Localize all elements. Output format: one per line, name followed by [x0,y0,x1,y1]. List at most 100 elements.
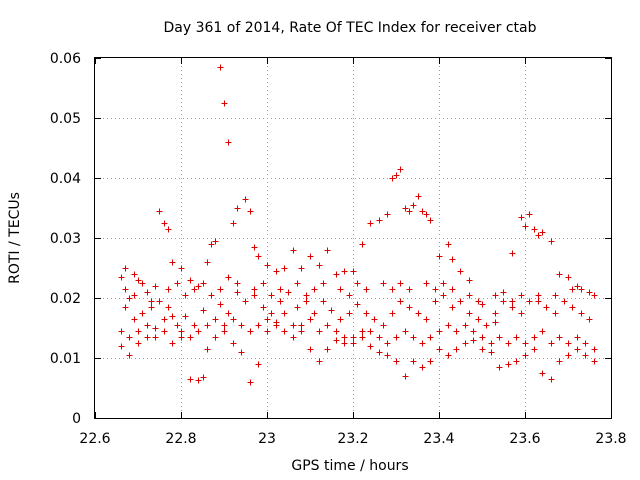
data-point [535,292,542,299]
data-point [126,334,133,341]
data-point [118,328,125,335]
data-point [298,265,305,272]
data-point [328,307,335,314]
data-point [268,292,275,299]
data-point [225,310,232,317]
data-point [591,346,598,353]
data-point [139,310,146,317]
data-point [281,328,288,335]
data-point [187,376,194,383]
data-point [397,280,404,287]
data-point [333,328,340,335]
y-axis-label: ROTI / TECUs [7,192,23,284]
data-point [277,298,284,305]
data-point [247,328,254,335]
data-point [337,316,344,323]
data-point [574,346,581,353]
data-point [389,175,396,182]
data-point [423,280,430,287]
data-point [311,286,318,293]
data-point [389,310,396,317]
data-point [393,334,400,341]
data-point [191,286,198,293]
data-point [200,307,207,314]
data-points [118,64,598,386]
data-point [187,277,194,284]
data-point [255,361,262,368]
data-point [251,286,258,293]
data-point [496,364,503,371]
data-point [586,289,593,296]
data-point [290,322,297,329]
data-point [234,280,241,287]
data-point [552,310,559,317]
data-point [565,352,572,359]
data-point [131,271,138,278]
x-tick-label: 23.4 [423,431,454,447]
data-point [354,280,361,287]
data-point [432,286,439,293]
data-point [359,241,366,248]
data-point [161,220,168,227]
data-point [556,271,563,278]
data-point [354,301,361,308]
data-point [556,334,563,341]
data-point [174,322,181,329]
data-point [535,298,542,305]
data-point [539,229,546,236]
data-point [406,286,413,293]
data-point [488,349,495,356]
data-point [410,334,417,341]
data-point [565,340,572,347]
data-point [531,346,538,353]
data-point [208,241,215,248]
data-point [131,316,138,323]
data-point [221,322,228,329]
data-point [294,304,301,311]
data-point [535,232,542,239]
data-point [569,304,576,311]
data-point [415,310,422,317]
data-point [311,310,318,317]
y-tick-label: 0.05 [50,111,81,127]
data-point [320,280,327,287]
data-point [449,286,456,293]
data-point [264,316,271,323]
data-point [518,214,525,221]
y-tick-label: 0.01 [50,351,81,367]
data-point [509,250,516,257]
data-point [548,376,555,383]
data-point [126,352,133,359]
data-point [200,280,207,287]
data-point [161,328,168,335]
data-point [578,310,585,317]
data-point [230,340,237,347]
data-point [363,310,370,317]
data-point [419,208,426,215]
data-point [324,346,331,353]
data-point [156,298,163,305]
data-point [337,286,344,293]
y-tick-label: 0.02 [50,291,81,307]
data-point [505,361,512,368]
data-point [165,286,172,293]
data-point [569,286,576,293]
data-point [509,298,516,305]
data-point [234,289,241,296]
data-point [475,298,482,305]
data-point [118,343,125,350]
data-point [144,334,151,341]
data-point [316,358,323,365]
data-point [488,340,495,347]
data-point [255,253,262,260]
data-point [406,208,413,215]
data-point [251,244,258,251]
data-point [427,217,434,224]
data-point [324,247,331,254]
data-point [230,220,237,227]
data-point [423,211,430,218]
data-point [165,304,172,311]
x-tick-label: 23.2 [337,431,368,447]
data-point [204,322,211,329]
data-point [135,277,142,284]
